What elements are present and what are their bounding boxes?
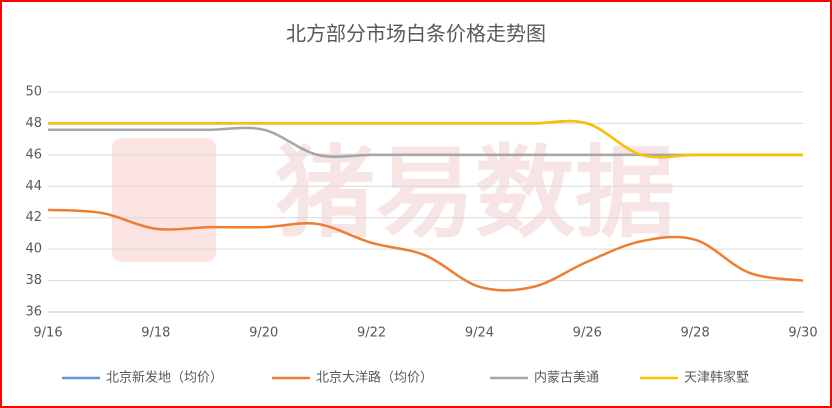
- chart-title: 北方部分市场白条价格走势图: [286, 22, 546, 46]
- x-tick-label: 9/16: [33, 326, 62, 341]
- series-line: [48, 119, 803, 159]
- y-tick-label: 48: [25, 116, 42, 131]
- y-tick-label: 36: [25, 305, 42, 320]
- x-tick-label: 9/20: [249, 326, 278, 341]
- x-tick-label: 9/26: [573, 326, 602, 341]
- y-tick-label: 42: [25, 210, 42, 225]
- series-line: [47, 208, 804, 292]
- y-tick-label: 50: [25, 85, 42, 100]
- watermark: 猪易数据: [275, 134, 675, 251]
- watermark-logo: [112, 138, 216, 262]
- legend-label: 内蒙古美通: [534, 370, 599, 386]
- legend-label: 天津韩家墅: [684, 370, 749, 386]
- y-tick-label: 40: [25, 242, 42, 257]
- y-tick-label: 38: [25, 273, 42, 288]
- x-tick-label: 9/22: [357, 326, 386, 341]
- legend-label: 北京大洋路（均价）: [316, 370, 433, 386]
- y-tick-label: 44: [25, 179, 42, 194]
- x-tick-label: 9/28: [681, 326, 710, 341]
- x-tick-label: 9/18: [141, 326, 170, 341]
- x-tick-label: 9/24: [465, 326, 494, 341]
- legend-label: 北京新发地（均价）: [106, 370, 223, 386]
- y-tick-label: 46: [25, 147, 42, 162]
- x-tick-label: 9/30: [788, 326, 817, 341]
